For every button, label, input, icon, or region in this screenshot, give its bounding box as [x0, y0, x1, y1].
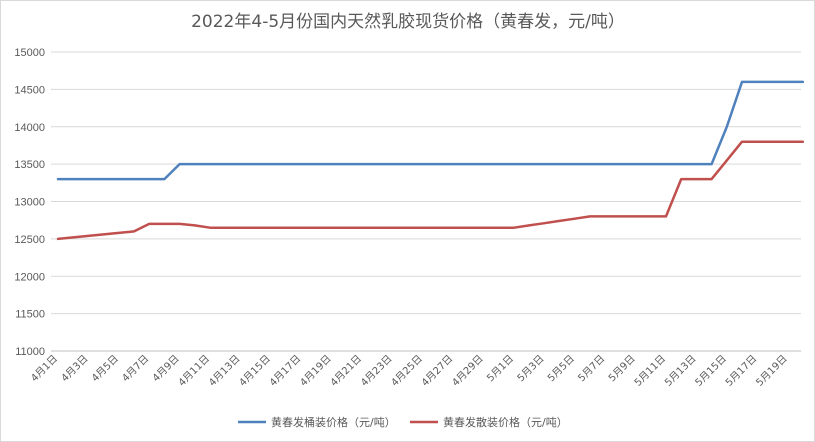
- y-tick-label: 11000: [15, 346, 45, 358]
- x-tick-label: 4月23日: [358, 353, 394, 389]
- series-line-1: [56, 80, 805, 181]
- x-tick-label: 4月5日: [89, 353, 121, 385]
- y-tick-label: 15000: [14, 47, 45, 59]
- x-axis: 4月1日 4月3日 4月5日 4月7日 4月9日4月11日4月13日4月15日4月17日…: [28, 350, 801, 389]
- y-tick-label: 14000: [14, 122, 45, 134]
- x-tick-label: 5月3日: [515, 353, 547, 385]
- x-tick-label: 4月11日: [176, 353, 212, 389]
- y-tick-label: 12500: [14, 234, 45, 246]
- legend-label: 黄春发桶装价格（元/吨）: [271, 415, 396, 429]
- x-tick-label: 5月19日: [754, 353, 790, 389]
- x-tick-label: 4月27日: [419, 353, 455, 389]
- x-tick-label: 4月3日: [59, 353, 91, 385]
- x-tick-label: 5月13日: [662, 353, 698, 389]
- y-tick-label: 14500: [14, 84, 45, 96]
- y-tick-label: 12000: [14, 271, 45, 283]
- x-tick-label: 5月17日: [723, 353, 759, 389]
- x-tick-label: 4月29日: [450, 353, 486, 389]
- legend: 黄春发桶装价格（元/吨） 黄春发散装价格（元/吨）: [238, 415, 568, 429]
- series-lines: [56, 80, 805, 241]
- x-tick-label: 4月7日: [120, 353, 152, 385]
- y-tick-label: 13000: [14, 197, 45, 209]
- x-tick-label: 5月5日: [545, 353, 577, 385]
- legend-label: 黄春发散装价格（元/吨）: [443, 415, 568, 429]
- gridlines: [51, 51, 801, 352]
- x-tick-label: 5月1日: [484, 353, 516, 385]
- x-tick-label: 5月7日: [576, 353, 608, 385]
- series-line-2: [56, 140, 805, 241]
- x-tick-label: 5月15日: [693, 353, 729, 389]
- x-tick-label: 4月15日: [237, 353, 273, 389]
- x-tick-label: 5月11日: [632, 353, 668, 389]
- y-tick-label: 11500: [15, 309, 45, 321]
- y-axis: 11000 11500 12000 12500 13000 13500 14000 14500…: [14, 47, 45, 358]
- x-tick-label: 4月21日: [328, 353, 364, 389]
- x-tick-label: 4月25日: [389, 353, 425, 389]
- x-tick-label: 4月17日: [267, 353, 303, 389]
- x-tick-label: 4月19日: [298, 353, 334, 389]
- x-tick-label: 4月13日: [206, 353, 242, 389]
- chart-title: 2022年4-5月份国内天然乳胶现货价格（黄春发，元/吨）: [191, 12, 625, 32]
- y-tick-label: 13500: [14, 159, 45, 171]
